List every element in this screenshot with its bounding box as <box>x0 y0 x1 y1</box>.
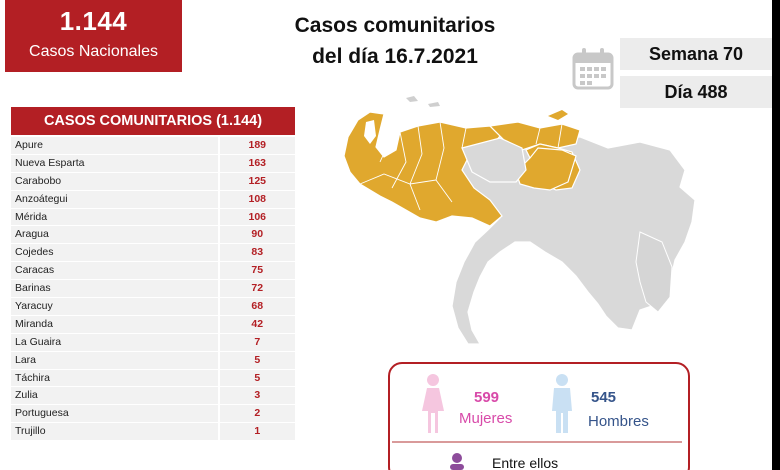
map-affected-west <box>343 111 503 227</box>
table-row: Cojedes 83 <box>11 244 295 263</box>
table-row: Táchira 5 <box>11 369 295 388</box>
map-grey-zulia-lake <box>364 120 376 144</box>
state-name: Aragua <box>11 226 218 244</box>
map-affected-east <box>515 147 577 191</box>
state-name: Táchira <box>11 369 218 387</box>
state-name: Anzoátegui <box>11 190 218 208</box>
title-line-2: del día 16.7.2021 <box>312 45 478 68</box>
day-label: Día 488 <box>620 76 772 108</box>
state-cases: 106 <box>219 208 295 226</box>
state-name: Lara <box>11 351 218 369</box>
state-name: Trujillo <box>11 423 218 441</box>
panel-divider <box>392 441 682 443</box>
table-row: Anzoátegui 108 <box>11 190 295 209</box>
state-name: Yaracuy <box>11 298 218 315</box>
state-cases: 3 <box>219 387 295 405</box>
map-grey-islands <box>406 96 440 107</box>
state-name: Caracas <box>11 262 218 280</box>
women-label: Mujeres <box>459 410 513 427</box>
state-cases: 189 <box>219 137 295 154</box>
state-name: Miranda <box>11 315 218 333</box>
table-title: CASOS COMUNITARIOS (1.144) <box>11 107 295 135</box>
state-cases: 83 <box>219 244 295 262</box>
state-cases: 72 <box>219 280 295 298</box>
table-row: Trujillo 1 <box>11 423 295 442</box>
state-cases: 1 <box>219 423 295 441</box>
state-cases: 68 <box>219 298 295 315</box>
state-name: La Guaira <box>11 333 218 351</box>
state-cases: 108 <box>219 190 295 208</box>
state-cases: 90 <box>219 226 295 244</box>
state-cases: 75 <box>219 262 295 280</box>
table-row: Aragua 90 <box>11 226 295 245</box>
right-edge-bar <box>772 0 780 470</box>
state-cases: 42 <box>219 315 295 333</box>
table-row: Apure 189 <box>11 137 295 155</box>
state-name: Mérida <box>11 208 218 226</box>
table-row: Portuguesa 2 <box>11 405 295 424</box>
map-unaffected-region <box>449 129 696 345</box>
state-cases: 5 <box>219 351 295 369</box>
page-title: Casos comunitarios del día 16.7.2021 <box>250 10 540 72</box>
state-cases: 125 <box>219 172 295 190</box>
table-row: Carabobo 125 <box>11 172 295 191</box>
state-name: Apure <box>11 137 218 154</box>
state-cases: 7 <box>219 333 295 351</box>
state-name: Portuguesa <box>11 405 218 423</box>
week-label: Semana 70 <box>620 38 772 70</box>
national-cases-count: 1.144 <box>59 6 128 36</box>
table-row: Zulia 3 <box>11 387 295 406</box>
state-name: Zulia <box>11 387 218 405</box>
table-row: Nueva Esparta 163 <box>11 154 295 173</box>
table-row: Lara 5 <box>11 351 295 370</box>
man-icon <box>552 374 572 433</box>
state-name: Carabobo <box>11 172 218 190</box>
woman-icon <box>422 374 444 433</box>
national-cases-box: 1.144 Casos Nacionales <box>5 0 182 72</box>
state-name: Nueva Esparta <box>11 154 218 172</box>
table-row: La Guaira 7 <box>11 333 295 352</box>
state-cases: 163 <box>219 154 295 172</box>
map-state-borders <box>359 113 563 211</box>
cases-table: Apure 189 Nueva Esparta 163 Carabobo 125 Anzoá… <box>11 137 295 442</box>
state-cases: 5 <box>219 369 295 387</box>
map-affected-nueva-esparta <box>548 110 568 120</box>
national-cases-label: Casos Nacionales <box>29 43 158 60</box>
title-line-1: Casos comunitarios <box>294 14 496 37</box>
state-name: Barinas <box>11 280 218 298</box>
women-count: 599 <box>474 389 500 406</box>
map-grey-guarico <box>461 137 527 183</box>
state-cases: 2 <box>219 405 295 423</box>
table-row: Mérida 106 <box>11 208 295 227</box>
table-row: Barinas 72 <box>11 280 295 299</box>
men-label: Hombres <box>588 413 649 430</box>
table-row: Caracas 75 <box>11 262 295 281</box>
state-name: Cojedes <box>11 244 218 262</box>
venezuela-map <box>343 96 696 345</box>
table-row: Miranda 42 <box>11 315 295 334</box>
breakdown-label: Entre ellos <box>492 455 559 470</box>
map-unaffected-east <box>635 231 673 313</box>
calendar-icon <box>572 48 614 90</box>
person-icon <box>450 453 464 470</box>
men-count: 545 <box>591 389 617 406</box>
table-row: Yaracuy 68 <box>11 298 295 316</box>
